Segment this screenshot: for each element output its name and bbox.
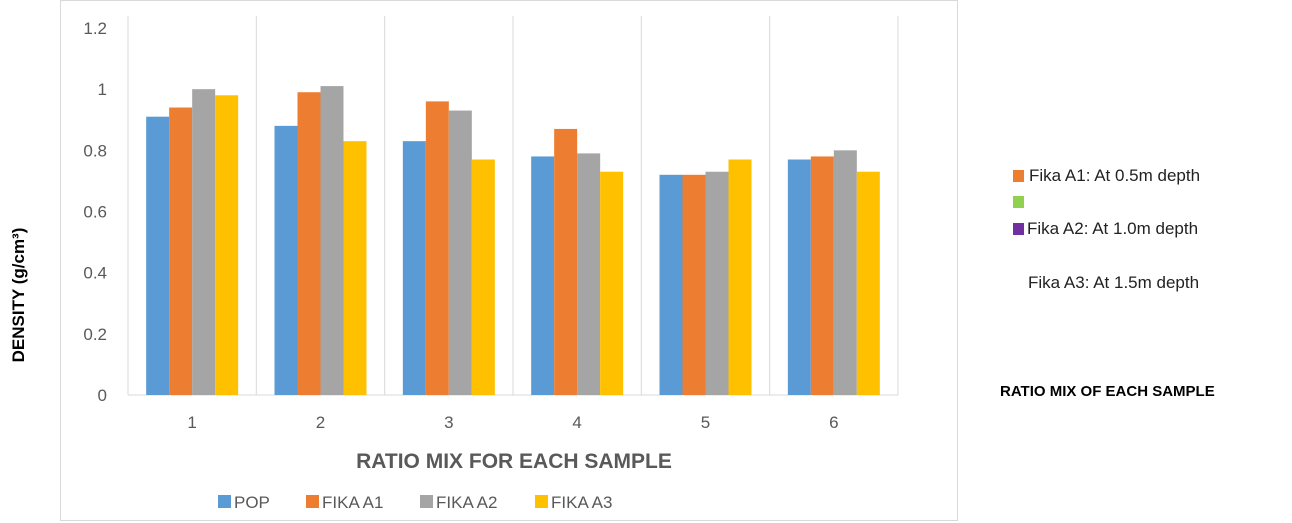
bar-fika-a1-6 bbox=[810, 156, 834, 395]
side-legend-swatch-1 bbox=[1013, 170, 1024, 182]
legend-swatch bbox=[420, 495, 433, 508]
bar-pop-1 bbox=[146, 116, 170, 396]
bar-fika-a3-1 bbox=[215, 95, 239, 396]
side-legend-swatch-2 bbox=[1013, 196, 1024, 208]
bar-fika-a1-2 bbox=[297, 92, 321, 395]
bar-fika-a2-5 bbox=[705, 171, 729, 395]
y-tick-label: 1 bbox=[98, 80, 107, 99]
bar-pop-6 bbox=[787, 159, 811, 395]
legend-swatch bbox=[218, 495, 231, 508]
side-legend-label-3: Fika A2: At 1.0m depth bbox=[1027, 219, 1199, 238]
bar-fika-a1-1 bbox=[169, 107, 193, 396]
bars-layer bbox=[146, 86, 880, 396]
x-tick-label: 3 bbox=[444, 413, 453, 432]
legend-label: POP bbox=[234, 493, 270, 512]
side-legend-swatch-3 bbox=[1013, 223, 1024, 235]
x-axis-title: RATIO MIX FOR EACH SAMPLE bbox=[356, 450, 672, 473]
side-legend-label-4: Fika A3: At 1.5m depth bbox=[1028, 273, 1200, 292]
x-tick-label: 2 bbox=[316, 413, 325, 432]
y-tick-label: 0.8 bbox=[83, 141, 107, 160]
bar-fika-a3-6 bbox=[856, 171, 880, 395]
x-tick-label: 6 bbox=[829, 413, 838, 432]
bar-fika-a3-2 bbox=[343, 141, 367, 395]
x-tick-label: 4 bbox=[572, 413, 581, 432]
legend-label: FIKA A2 bbox=[436, 493, 497, 512]
bar-fika-a1-4 bbox=[554, 128, 578, 396]
bar-fika-a2-4 bbox=[577, 153, 601, 395]
bar-pop-3 bbox=[402, 141, 426, 395]
bar-fika-a2-6 bbox=[833, 150, 857, 395]
legend-swatch bbox=[535, 495, 548, 508]
y-tick-label: 0 bbox=[98, 386, 107, 405]
y-tick-label: 1.2 bbox=[83, 19, 107, 38]
bar-pop-4 bbox=[531, 156, 555, 395]
bar-fika-a1-3 bbox=[425, 101, 449, 396]
side-legend-label-1: Fika A1: At 0.5m depth bbox=[1029, 166, 1201, 185]
grid-layer bbox=[127, 16, 899, 396]
x-tick-label: 1 bbox=[187, 413, 196, 432]
bar-fika-a3-5 bbox=[728, 159, 752, 395]
bar-fika-a1-5 bbox=[682, 174, 706, 395]
bar-pop-5 bbox=[659, 174, 683, 395]
x-tick-label: 5 bbox=[701, 413, 710, 432]
chart-legend: POP FIKA A1 FIKA A2 FIKA A3 bbox=[218, 493, 612, 512]
bar-fika-a2-1 bbox=[192, 89, 216, 396]
legend-label: FIKA A1 bbox=[322, 493, 383, 512]
ticks-layer: 0 0.2 0.4 0.6 0.8 1 1.2 1 2 3 4 5 6 bbox=[83, 19, 838, 432]
legend-label: FIKA A3 bbox=[551, 493, 612, 512]
y-tick-label: 0.2 bbox=[83, 325, 107, 344]
y-tick-label: 0.6 bbox=[83, 203, 107, 222]
y-tick-label: 0.4 bbox=[83, 264, 107, 283]
bar-fika-a2-3 bbox=[448, 110, 472, 395]
legend-swatch bbox=[306, 495, 319, 508]
y-axis-title: DENSITY (g/cm³) bbox=[9, 228, 28, 363]
bar-pop-2 bbox=[274, 125, 298, 395]
bar-fika-a2-2 bbox=[320, 86, 344, 395]
side-legend-title: RATIO MIX OF EACH SAMPLE bbox=[1000, 383, 1215, 400]
bar-fika-a3-4 bbox=[600, 171, 624, 395]
bar-fika-a3-3 bbox=[471, 159, 495, 395]
